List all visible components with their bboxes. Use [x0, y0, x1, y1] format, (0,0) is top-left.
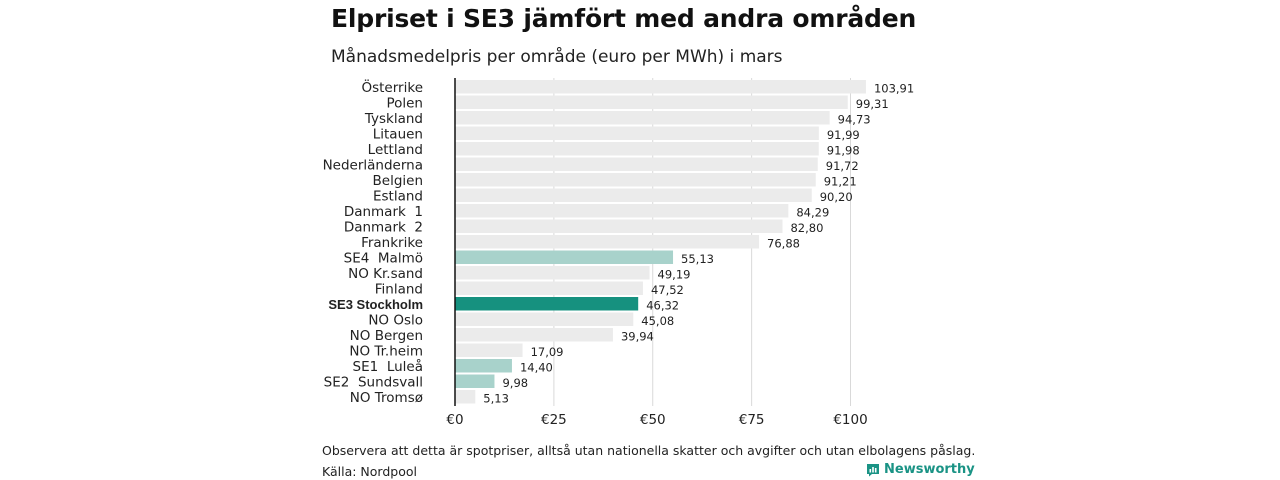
value-label: 14,40	[520, 361, 553, 375]
value-label: 47,52	[651, 283, 684, 297]
brand-name: Newsworthy	[884, 462, 975, 477]
value-label: 94,73	[838, 113, 871, 127]
bar	[455, 80, 866, 94]
category-label: NO Oslo	[368, 313, 423, 329]
category-label: NO Bergen	[350, 328, 423, 344]
x-tick-label: €25	[541, 412, 567, 428]
bar	[455, 142, 819, 156]
newsworthy-logo-icon	[867, 463, 879, 476]
value-label: 84,29	[796, 206, 829, 220]
category-label: Nederländerna	[323, 158, 423, 174]
bar	[455, 235, 760, 249]
value-label: 91,21	[824, 175, 857, 189]
value-label: 55,13	[681, 252, 714, 266]
value-label: 82,80	[790, 221, 823, 235]
bar	[455, 95, 848, 109]
category-label: Frankrike	[361, 235, 423, 251]
bar	[455, 111, 830, 125]
value-label: 99,31	[856, 97, 889, 111]
x-tick-label: €75	[739, 412, 765, 428]
value-label: 17,09	[531, 345, 564, 359]
bar	[455, 297, 639, 311]
bar	[455, 374, 495, 388]
x-tick-label: €100	[833, 412, 867, 428]
value-label: 90,20	[820, 190, 853, 204]
x-tick-label: €0	[446, 412, 463, 428]
value-label: 91,99	[827, 128, 860, 142]
chart-title: Elpriset i SE3 jämfört med andra områden	[331, 4, 917, 33]
bar	[455, 173, 816, 187]
bar	[455, 250, 674, 264]
category-label: Polen	[386, 96, 423, 112]
bar	[455, 281, 643, 295]
value-label: 91,72	[826, 159, 859, 173]
bar	[455, 328, 613, 342]
bar	[455, 204, 789, 218]
x-axis-ticks: €0 €25 €50 €75 €100	[446, 412, 867, 428]
x-tick-label: €50	[640, 412, 666, 428]
category-label: SE3 Stockholm	[328, 297, 423, 312]
footnote: Observera att detta är spotpriser, allts…	[322, 443, 976, 458]
value-label: 103,91	[874, 82, 914, 96]
chart-subtitle: Månadsmedelpris per område (euro per MWh…	[331, 47, 783, 67]
value-label: 46,32	[646, 299, 679, 313]
category-label: Finland	[375, 282, 423, 298]
bars	[455, 80, 866, 404]
category-label: NO Tromsø	[350, 390, 423, 406]
source-note: Källa: Nordpool	[322, 464, 417, 479]
bar	[455, 126, 819, 140]
category-label: Lettland	[368, 142, 423, 158]
bar	[455, 343, 523, 357]
bar	[455, 188, 812, 202]
category-label: Estland	[373, 189, 423, 205]
bar	[455, 219, 783, 233]
category-label: Danmark 2	[344, 220, 423, 236]
value-label: 39,94	[621, 330, 654, 344]
bar	[455, 390, 476, 404]
value-label: 9,98	[502, 376, 528, 390]
bar-chart: ÖsterrikePolenTysklandLitauenLettlandNed…	[323, 78, 914, 428]
bar	[455, 157, 818, 171]
value-label: 91,98	[827, 144, 860, 158]
value-label: 76,88	[767, 237, 800, 251]
category-label: Litauen	[373, 127, 423, 143]
category-label: NO Tr.heim	[349, 344, 423, 360]
category-label: Belgien	[373, 173, 424, 189]
category-label: SE2 Sundsvall	[324, 375, 423, 391]
category-label: SE4 Malmö	[344, 251, 423, 267]
bar	[455, 312, 634, 326]
category-label: Danmark 1	[344, 204, 423, 220]
category-label: NO Kr.sand	[348, 266, 423, 282]
category-label: Österrike	[361, 78, 423, 96]
category-labels: ÖsterrikePolenTysklandLitauenLettlandNed…	[323, 78, 423, 406]
brand-logo[interactable]: Newsworthy	[866, 462, 975, 477]
value-label: 5,13	[483, 392, 509, 406]
value-label: 45,08	[641, 314, 674, 328]
bar	[455, 266, 650, 280]
category-label: Tyskland	[364, 111, 423, 127]
category-label: SE1 Luleå	[353, 358, 423, 375]
value-label: 49,19	[658, 268, 691, 282]
bar	[455, 359, 512, 373]
